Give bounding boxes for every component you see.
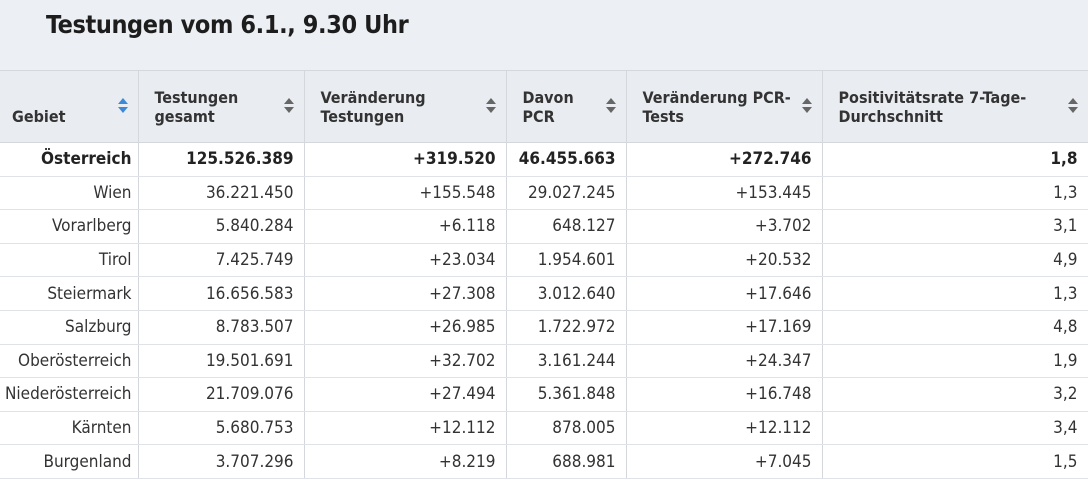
table-cell: +26.985	[304, 310, 507, 345]
column-header-label: Veränderung Testungen	[320, 88, 426, 126]
table-cell: 29.027.245	[506, 176, 627, 211]
column-header-positivitaetsrate[interactable]: Positivitätsrate 7-Tage-Durchschnitt	[822, 70, 1088, 143]
table-cell: 1,8	[822, 142, 1088, 177]
table-cell: +155.548	[304, 176, 507, 211]
table-cell: 5.840.284	[138, 209, 305, 244]
column-header-label: Davon PCR	[522, 88, 574, 126]
row-region-cell: Vorarlberg	[0, 209, 139, 244]
page-title: Testungen vom 6.1., 9.30 Uhr	[46, 10, 409, 39]
column-header-testungen-gesamt[interactable]: Testungen gesamt	[138, 70, 305, 143]
sort-icon[interactable]	[801, 98, 812, 114]
table-cell: +12.112	[626, 411, 823, 446]
table-cell: +24.347	[626, 344, 823, 379]
table-cell: 1,3	[822, 176, 1088, 211]
table-row: Wien 36.221.450 +155.548 29.027.245 +153.445…	[0, 176, 1088, 211]
column-header-label: Veränderung PCR-Tests	[642, 88, 791, 126]
table-cell: 3,1	[822, 209, 1088, 244]
row-region-cell: Oberösterreich	[0, 344, 139, 379]
table-cell: +16.748	[626, 377, 823, 412]
table-row: Tirol 7.425.749 +23.034 1.954.601 +20.532 4,9	[0, 243, 1088, 278]
table-cell: 19.501.691	[138, 344, 305, 379]
row-region-cell: Burgenland	[0, 444, 139, 479]
table-cell: 36.221.450	[138, 176, 305, 211]
column-header-davon-pcr[interactable]: Davon PCR	[506, 70, 627, 143]
column-header-veraenderung-pcr[interactable]: Veränderung PCR-Tests	[626, 70, 823, 143]
table-cell: 3.012.640	[506, 276, 627, 311]
row-region-cell: Österreich	[0, 142, 139, 177]
table-cell: +319.520	[304, 142, 507, 177]
table-cell: 125.526.389	[138, 142, 305, 177]
table-cell: +153.445	[626, 176, 823, 211]
table-cell: 3,4	[822, 411, 1088, 446]
table-row: Oberösterreich 19.501.691 +32.702 3.161.244…	[0, 344, 1088, 379]
table-cell: +17.646	[626, 276, 823, 311]
table-cell: +17.169	[626, 310, 823, 345]
table-cell: 46.455.663	[506, 142, 627, 177]
table-cell: +27.308	[304, 276, 507, 311]
table-cell: 1,3	[822, 276, 1088, 311]
table-cell: +6.118	[304, 209, 507, 244]
row-region-cell: Tirol	[0, 243, 139, 278]
column-header-label: Gebiet	[12, 107, 66, 126]
table-row: Niederösterreich 21.709.076 +27.494 5.361.8…	[0, 377, 1088, 412]
table-cell: +272.746	[626, 142, 823, 177]
table-cell: 648.127	[506, 209, 627, 244]
column-header-gebiet[interactable]: Gebiet	[0, 70, 139, 143]
table-cell: 1,5	[822, 444, 1088, 479]
table-row: Salzburg 8.783.507 +26.985 1.722.972 +17.169…	[0, 310, 1088, 345]
table-row: Steiermark 16.656.583 +27.308 3.012.640 +17.…	[0, 276, 1088, 311]
table-cell: 4,8	[822, 310, 1088, 345]
table-cell: +12.112	[304, 411, 507, 446]
table-body: Österreich 125.526.389 +319.520 46.455.663 +…	[0, 142, 1088, 479]
row-region-cell: Kärnten	[0, 411, 139, 446]
table-cell: +23.034	[304, 243, 507, 278]
table-cell: 4,9	[822, 243, 1088, 278]
table-cell: +32.702	[304, 344, 507, 379]
sort-icon[interactable]	[117, 98, 128, 114]
row-region-cell: Niederösterreich	[0, 377, 139, 412]
table-cell: 1.722.972	[506, 310, 627, 345]
title-bar: Testungen vom 6.1., 9.30 Uhr	[0, 0, 1088, 70]
table-cell: 5.361.848	[506, 377, 627, 412]
table-row: Burgenland 3.707.296 +8.219 688.981 +7.045 1,…	[0, 444, 1088, 479]
table-row: Österreich 125.526.389 +319.520 46.455.663 +…	[0, 142, 1088, 177]
testing-table: Gebiet Testungen gesamt Veränderung Test…	[0, 70, 1088, 479]
table-cell: 3.707.296	[138, 444, 305, 479]
table-cell: 16.656.583	[138, 276, 305, 311]
table-cell: +27.494	[304, 377, 507, 412]
sort-icon[interactable]	[283, 98, 294, 114]
table-cell: 7.425.749	[138, 243, 305, 278]
table-cell: +3.702	[626, 209, 823, 244]
table-cell: 1.954.601	[506, 243, 627, 278]
table-cell: 3,2	[822, 377, 1088, 412]
table-cell: 5.680.753	[138, 411, 305, 446]
table-cell: 8.783.507	[138, 310, 305, 345]
table-cell: 1,9	[822, 344, 1088, 379]
row-region-cell: Steiermark	[0, 276, 139, 311]
table-cell: 3.161.244	[506, 344, 627, 379]
column-header-label: Positivitätsrate 7-Tage-Durchschnitt	[838, 88, 1027, 126]
table-cell: 688.981	[506, 444, 627, 479]
table-cell: +20.532	[626, 243, 823, 278]
column-header-label: Testungen gesamt	[154, 88, 239, 126]
table-cell: +7.045	[626, 444, 823, 479]
table-cell: +8.219	[304, 444, 507, 479]
table-header-row: Gebiet Testungen gesamt Veränderung Test…	[0, 70, 1088, 143]
sort-icon[interactable]	[1067, 98, 1078, 114]
table-row: Kärnten 5.680.753 +12.112 878.005 +12.112 3,4	[0, 411, 1088, 446]
table-cell: 21.709.076	[138, 377, 305, 412]
sort-icon[interactable]	[485, 98, 496, 114]
column-header-veraenderung-testungen[interactable]: Veränderung Testungen	[304, 70, 507, 143]
row-region-cell: Wien	[0, 176, 139, 211]
row-region-cell: Salzburg	[0, 310, 139, 345]
sort-icon[interactable]	[605, 98, 616, 114]
table-cell: 878.005	[506, 411, 627, 446]
table-row: Vorarlberg 5.840.284 +6.118 648.127 +3.702 3,…	[0, 209, 1088, 244]
